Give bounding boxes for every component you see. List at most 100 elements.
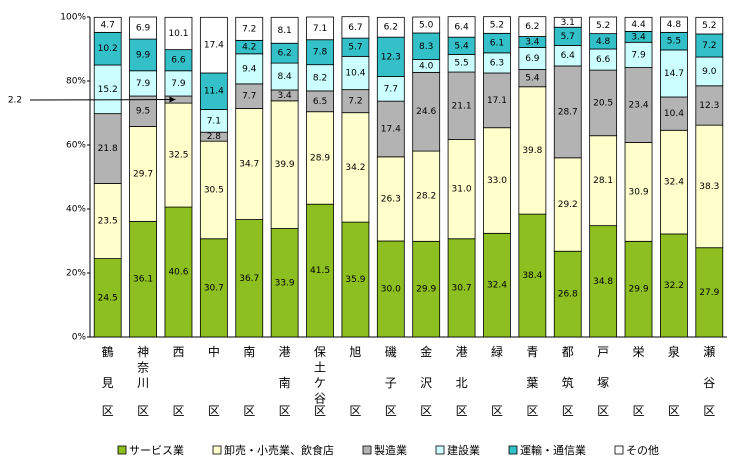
legend-label: 建設業	[447, 443, 480, 457]
value-label: 17.4	[381, 125, 401, 135]
bar-segment	[412, 240, 441, 338]
bar-segment	[235, 83, 264, 109]
x-tick-label: 泉区	[668, 345, 680, 418]
bar-segment	[376, 16, 405, 38]
legend-label: 卸売・小売業、飲食店	[224, 443, 334, 457]
value-label: 6.5	[313, 97, 327, 107]
bar-segment	[270, 228, 299, 338]
value-label: 4.2	[242, 43, 256, 53]
legend-swatch	[614, 445, 624, 455]
value-label: 31.0	[452, 185, 472, 195]
bar-segment	[624, 16, 653, 32]
legend-swatch	[117, 445, 127, 455]
value-label: 34.2	[345, 163, 365, 173]
value-label: 5.4	[525, 74, 540, 84]
value-label: 6.9	[525, 54, 540, 64]
bar-segment	[660, 16, 688, 33]
value-label: 6.9	[136, 24, 151, 34]
value-label: 28.9	[310, 153, 330, 163]
value-label: 6.2	[525, 22, 539, 32]
bar-segment	[695, 56, 724, 87]
bar-segment	[93, 258, 122, 338]
value-label: 40.6	[168, 268, 188, 278]
value-label: 7.2	[348, 97, 362, 107]
value-label: 17.1	[487, 96, 507, 106]
x-tick-label: 神奈川区	[137, 345, 149, 418]
y-tick-label: 0%	[72, 333, 87, 343]
leader-arrow	[169, 96, 176, 103]
value-label: 4.8	[667, 20, 682, 30]
value-label: 5.7	[561, 32, 575, 42]
bar-segment	[483, 127, 511, 234]
value-label: 6.4	[454, 22, 469, 32]
value-label: 8.2	[313, 73, 327, 83]
bar-segment	[341, 16, 370, 39]
bar-segment	[199, 72, 228, 110]
x-tick-label: 栄区	[633, 345, 645, 418]
value-label: 5.2	[490, 21, 504, 31]
bar-segment	[376, 156, 405, 242]
x-tick-label: 港北区	[456, 345, 468, 418]
bar-segment	[589, 225, 618, 338]
value-label: 7.9	[171, 79, 186, 89]
value-label: 9.5	[136, 107, 150, 117]
value-label: 32.4	[487, 281, 507, 291]
value-label: 30.7	[204, 283, 224, 293]
value-label: 14.7	[664, 69, 684, 79]
value-label: 7.8	[313, 48, 328, 58]
bar-segment	[483, 72, 511, 129]
bar-segment	[624, 41, 653, 68]
bar-segment	[589, 16, 618, 35]
value-label: 4.7	[101, 20, 115, 30]
value-label: 20.5	[593, 98, 613, 108]
x-tick-label: 瀬谷区	[703, 345, 715, 418]
value-label: 9.0	[702, 67, 717, 77]
bar-segment	[553, 16, 582, 28]
value-label: 24.5	[98, 293, 118, 303]
bar-segment	[483, 16, 511, 34]
y-tick-label: 40%	[66, 205, 86, 215]
y-tick-label: 20%	[66, 269, 86, 279]
bar-segment	[483, 232, 511, 338]
bar-segment	[660, 233, 688, 338]
legend-label: 運輸・通信業	[520, 443, 586, 457]
bar-segment	[624, 67, 653, 143]
bar-segment	[553, 157, 582, 252]
value-label: 5.5	[454, 59, 468, 69]
bar-segment	[624, 142, 653, 242]
value-label: 38.3	[699, 182, 719, 192]
value-label: 27.9	[699, 288, 719, 298]
value-label: 6.4	[561, 51, 576, 61]
bar-segment	[376, 76, 405, 102]
value-label: 30.5	[204, 185, 224, 195]
x-tick-label: 都筑区	[562, 345, 574, 418]
value-label: 28.7	[558, 107, 578, 117]
x-tick-label: 旭区	[349, 345, 361, 418]
value-label: 29.9	[629, 285, 649, 295]
x-tick-label: 港南区	[279, 345, 291, 418]
bar-segment	[412, 32, 441, 60]
value-label: 10.4	[345, 69, 365, 79]
value-label: 5.4	[454, 41, 469, 51]
y-tick-label: 100%	[60, 13, 86, 23]
value-label: 8.3	[419, 42, 433, 52]
bar-segment	[624, 240, 653, 338]
value-label: 29.7	[133, 169, 153, 179]
y-tick-label: 80%	[66, 77, 86, 87]
value-label: 35.9	[345, 275, 365, 285]
x-tick-label: 金沢区	[420, 344, 432, 418]
bar-segment	[199, 140, 228, 240]
bar-segment	[660, 129, 688, 235]
value-label: 9.9	[136, 50, 151, 60]
value-label: 29.2	[558, 200, 578, 210]
bar-segment	[518, 86, 547, 215]
bar-segment	[447, 238, 476, 338]
value-label: 15.2	[98, 85, 118, 95]
value-label: 21.1	[452, 101, 472, 111]
bar-segment	[695, 247, 724, 338]
value-label: 5.5	[667, 37, 681, 47]
bar-segment	[447, 139, 476, 240]
value-label: 30.7	[452, 283, 472, 293]
value-label: 10.1	[168, 29, 188, 39]
bar-segment	[306, 111, 334, 205]
